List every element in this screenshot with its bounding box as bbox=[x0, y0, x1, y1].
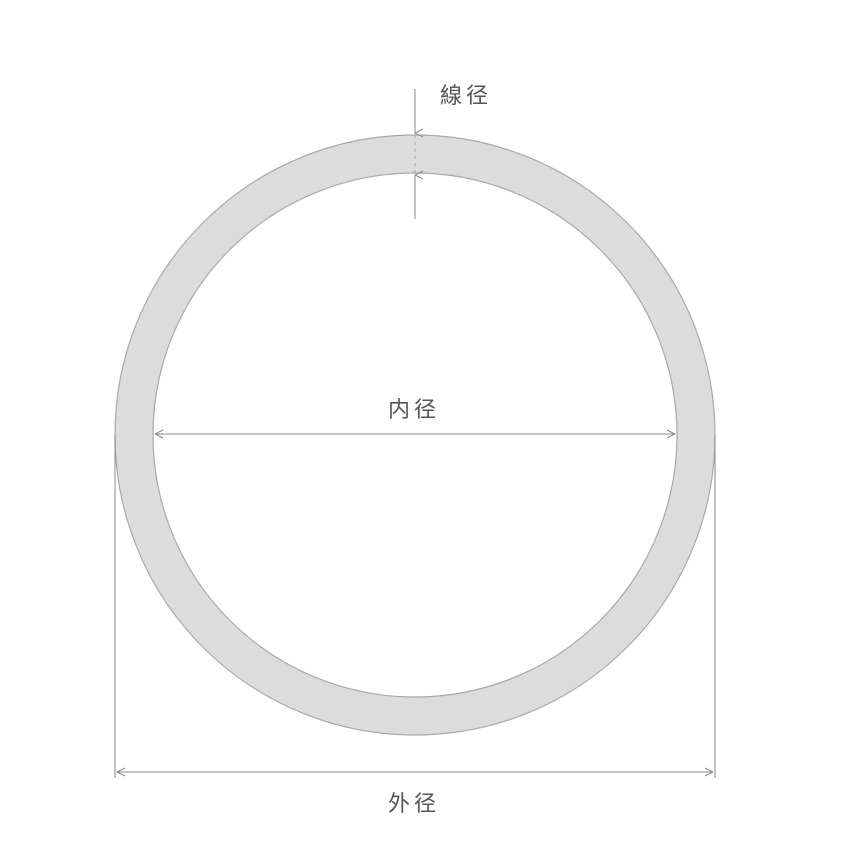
diagram-canvas: 線径 内径 外径 bbox=[0, 0, 850, 850]
ring-diagram-svg bbox=[0, 0, 850, 850]
outer-diameter-label: 外径 bbox=[388, 786, 440, 818]
wire-diameter-label: 線径 bbox=[440, 78, 492, 110]
ring-shape bbox=[115, 135, 715, 735]
inner-diameter-label: 内径 bbox=[388, 392, 440, 424]
